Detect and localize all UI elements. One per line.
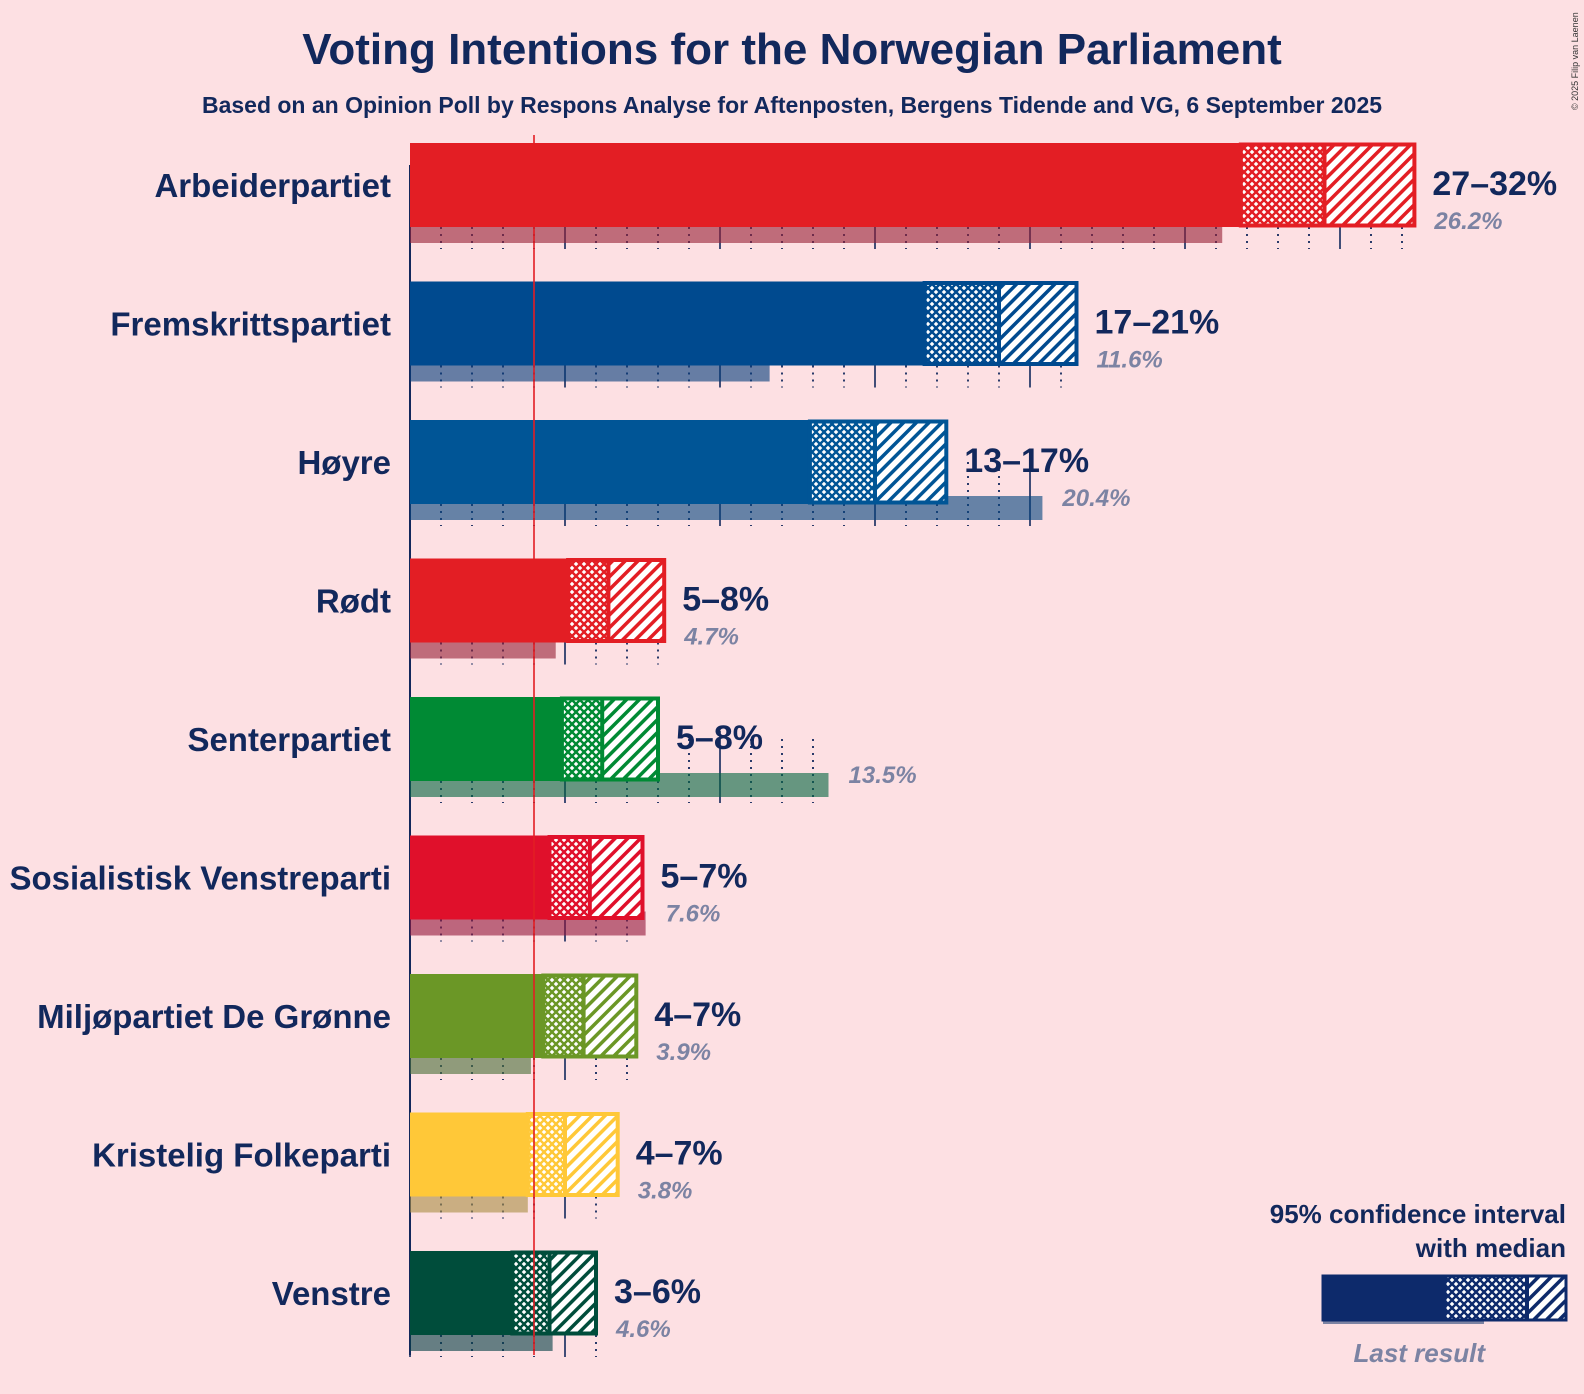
party-rows: Arbeiderpartiet 27–32% 26.2% Fremskrittspar… (9, 142, 1557, 1351)
legend-bar-crosshatch (1445, 1276, 1527, 1320)
party-row: Fremskrittspartiet 17–21% 11.6% (110, 281, 1220, 382)
bar-ci-lower (809, 420, 875, 504)
bar-solid (410, 143, 1241, 227)
bar-solid (410, 835, 550, 920)
last-result-label: 4.6% (615, 1316, 671, 1343)
last-result-label: 4.7% (683, 624, 739, 651)
bar-ci-upper (999, 281, 1077, 366)
bar-ci-lower (924, 281, 999, 366)
bar-ci-upper (602, 697, 658, 781)
last-result-label: 3.8% (638, 1178, 693, 1205)
party-row: Miljøpartiet De Grønne 4–7% 3.9% (37, 973, 741, 1074)
party-name: Arbeiderpartiet (154, 167, 391, 204)
legend-last-result-label: Last result (1354, 1338, 1487, 1368)
bar-ci-lower (512, 1251, 550, 1335)
bar-ci-outline (807, 419, 949, 505)
bar-solid (410, 420, 810, 504)
bar-ci-upper (565, 1112, 618, 1197)
range-label: 5–7% (661, 858, 748, 896)
bar-ci-upper (875, 420, 947, 504)
bar-ci-outline (566, 558, 667, 643)
range-label: 27–32% (1432, 165, 1557, 203)
party-name: Miljøpartiet De Grønne (37, 998, 391, 1035)
party-row: Sosialistisk Venstreparti 5–7% 7.6% (9, 835, 748, 936)
party-row: Rødt 5–8% 4.7% (316, 558, 769, 659)
legend-title-line1: 95% confidence interval (1270, 1199, 1566, 1229)
last-result-label: 7.6% (666, 901, 721, 928)
last-result-label: 3.9% (656, 1039, 711, 1066)
bar-ci-upper (1324, 143, 1415, 227)
party-name: Høyre (297, 444, 391, 481)
range-label: 3–6% (614, 1273, 701, 1311)
party-row: Venstre 3–6% 4.6% (272, 1250, 701, 1351)
last-result-label: 26.2% (1433, 208, 1502, 235)
chart-subtitle: Based on an Opinion Poll by Respons Anal… (202, 92, 1382, 118)
party-row: Høyre 13–17% 20.4% (297, 419, 1130, 520)
bar-ci-lower (561, 697, 603, 781)
range-label: 4–7% (654, 996, 741, 1034)
bar-solid (410, 558, 569, 643)
party-name: Sosialistisk Venstreparti (9, 860, 391, 897)
bar-ci-outline (541, 973, 639, 1059)
legend-bar-diagonal (1527, 1276, 1566, 1320)
last-result-label: 13.5% (849, 762, 917, 789)
party-name: Fremskrittspartiet (110, 306, 391, 343)
bar-solid (410, 281, 925, 366)
range-label: 5–8% (682, 581, 769, 619)
range-label: 13–17% (964, 442, 1089, 480)
last-result-label: 20.4% (1061, 485, 1130, 512)
bar-ci-lower (543, 974, 584, 1058)
party-row: Kristelig Folkeparti 4–7% 3.8% (92, 1112, 723, 1213)
bar-solid (410, 1251, 513, 1335)
legend-title-line2: with median (1415, 1233, 1566, 1263)
copyright-credit: © 2025 Filip van Laenen (1570, 12, 1580, 110)
bar-ci-lower (1240, 143, 1325, 227)
chart-title: Voting Intentions for the Norwegian Parl… (302, 25, 1282, 74)
bar-ci-upper (549, 1251, 596, 1335)
bar-ci-outline (510, 1250, 598, 1336)
bar-ci-lower (568, 558, 609, 643)
bar-solid (410, 697, 562, 781)
bar-solid (410, 1112, 528, 1197)
legend: 95% confidence interval with median Last… (1270, 1199, 1568, 1368)
party-name: Senterpartiet (187, 721, 391, 758)
bar-solid (410, 974, 544, 1058)
bar-ci-upper (589, 835, 643, 920)
legend-bar-solid (1323, 1276, 1445, 1320)
bar-ci-outline (1238, 142, 1417, 228)
range-label: 4–7% (636, 1135, 723, 1173)
party-row: Senterpartiet 5–8% 13.5% (187, 696, 917, 797)
bar-ci-outline (547, 835, 645, 920)
range-label: 5–8% (676, 719, 763, 757)
party-name: Kristelig Folkeparti (92, 1137, 391, 1174)
bar-ci-outline (525, 1112, 620, 1197)
bar-ci-upper (583, 974, 637, 1058)
party-row: Arbeiderpartiet 27–32% 26.2% (154, 142, 1557, 243)
party-name: Rødt (316, 583, 391, 620)
bar-ci-lower (549, 835, 590, 920)
party-name: Venstre (272, 1275, 391, 1312)
last-result-label: 11.6% (1097, 347, 1163, 374)
range-label: 17–21% (1095, 304, 1220, 342)
bar-ci-upper (608, 558, 665, 643)
bar-ci-outline (559, 696, 661, 782)
